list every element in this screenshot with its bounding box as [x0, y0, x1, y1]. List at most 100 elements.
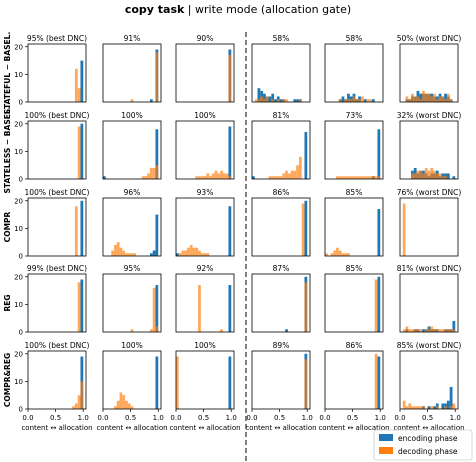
decoding-bar	[155, 165, 159, 179]
histogram-panel: 81%	[251, 111, 311, 180]
decoding-bar	[225, 173, 229, 179]
decoding-bar	[296, 165, 299, 179]
panel-frame	[102, 43, 162, 103]
y-tick-label: 10	[14, 301, 23, 309]
x-tick-label: 0.0	[22, 414, 33, 422]
encoding-bar	[441, 173, 445, 179]
encoding-bar	[446, 400, 450, 409]
encoding-bar	[377, 209, 381, 256]
histogram-panel: 90%	[175, 34, 235, 103]
panel-frame	[399, 350, 459, 410]
decoding-bar	[452, 329, 456, 332]
panel-frame	[102, 197, 162, 257]
legend-swatch-encoding	[379, 434, 393, 441]
decoding-bar	[336, 247, 339, 256]
encoding-bar	[452, 320, 456, 332]
panel-title: 86%	[273, 188, 290, 197]
panel-title: 93%	[197, 188, 214, 197]
decoding-bar	[116, 400, 120, 409]
decoding-bar	[265, 96, 269, 102]
decoding-bar	[344, 99, 348, 102]
x-tick-label: 0.5	[125, 414, 136, 422]
panel-title: 100% (best DNC)	[25, 188, 90, 197]
encoding-bar	[176, 253, 179, 256]
decoding-bar	[427, 93, 431, 102]
decoding-bar	[427, 329, 431, 332]
decoding-bar	[441, 96, 445, 102]
encoding-bar	[228, 356, 232, 409]
decoding-bar	[413, 173, 417, 179]
decoding-bar	[424, 167, 428, 179]
decoding-bar	[254, 99, 258, 102]
panel-title: 81%	[273, 111, 290, 120]
y-tick-label: 0	[19, 329, 23, 337]
decoding-bar	[257, 99, 261, 102]
decoding-bar	[276, 99, 280, 102]
encoding-bar	[80, 123, 84, 179]
decoding-bar	[435, 329, 439, 332]
decoding-bar	[413, 329, 417, 332]
x-tick-label: 0.0	[170, 414, 181, 422]
decoding-bar	[441, 176, 445, 179]
decoding-bar	[333, 250, 337, 256]
decoding-bar	[276, 176, 280, 179]
decoding-bar	[304, 359, 308, 409]
x-tick-label: 1.0	[153, 414, 164, 422]
encoding-bar	[228, 126, 232, 179]
legend-label-encoding: encoding phase	[398, 434, 458, 443]
decoding-bar	[141, 176, 145, 179]
encoding-bar	[304, 200, 308, 256]
encoding-bar	[444, 93, 447, 102]
encoding-bar	[377, 356, 381, 409]
decoding-bar	[144, 176, 148, 179]
decoding-bar	[438, 96, 442, 102]
decoding-bar	[290, 170, 294, 179]
decoding-bar	[360, 96, 364, 102]
decoding-bar	[444, 99, 447, 102]
histogram-panel: 58%	[324, 34, 384, 103]
decoding-bar	[430, 326, 434, 332]
encoding-bar	[271, 93, 275, 102]
y-tick-label: 10	[14, 225, 23, 233]
histogram-panel: 100% (best DNC) 0 10 20	[14, 111, 89, 184]
decoding-bar	[371, 176, 375, 179]
x-tick-label: 1.0	[226, 414, 237, 422]
histogram-panel: 95%	[102, 264, 162, 333]
panel-frame	[175, 350, 235, 410]
y-tick-label: 0	[19, 406, 23, 414]
decoding-bar	[424, 93, 428, 102]
decoding-bar	[206, 173, 210, 179]
decoding-bar	[192, 247, 196, 256]
decoding-bar	[147, 173, 150, 179]
encoding-bar	[363, 99, 367, 102]
decoding-bar	[358, 99, 361, 102]
legend-swatch-decoding	[379, 447, 393, 454]
panel-title: 100%	[121, 111, 142, 120]
encoding-bar	[155, 356, 159, 409]
x-tick-label: 0.5	[422, 414, 433, 422]
row-label: COMPR&REG	[3, 353, 12, 407]
decoding-bar	[352, 96, 356, 102]
panel-title: 100%	[121, 341, 142, 350]
panel-title: 91%	[124, 34, 141, 43]
decoding-bar	[427, 170, 431, 179]
decoding-bar	[408, 403, 412, 409]
histogram-panel: 32% (worst DNC)	[397, 111, 461, 180]
panel-title: 85%	[346, 188, 363, 197]
decoding-bar	[77, 126, 81, 179]
decoding-bar	[433, 93, 436, 102]
panel-title: 100%	[194, 111, 215, 120]
histogram-panel: 100%	[175, 111, 235, 180]
encoding-bar	[304, 132, 308, 179]
decoding-bar	[198, 250, 201, 256]
decoding-bar	[220, 170, 223, 179]
decoding-bar	[203, 253, 207, 256]
decoding-bar	[74, 68, 78, 102]
decoding-bar	[304, 282, 308, 332]
panel-title: 58%	[273, 34, 290, 43]
decoding-bar	[408, 329, 412, 332]
y-tick-label: 20	[14, 43, 23, 51]
panel-title: 76% (worst DNC)	[397, 188, 462, 197]
x-tick-label: 1.0	[78, 414, 89, 422]
decoding-bar	[419, 329, 423, 332]
